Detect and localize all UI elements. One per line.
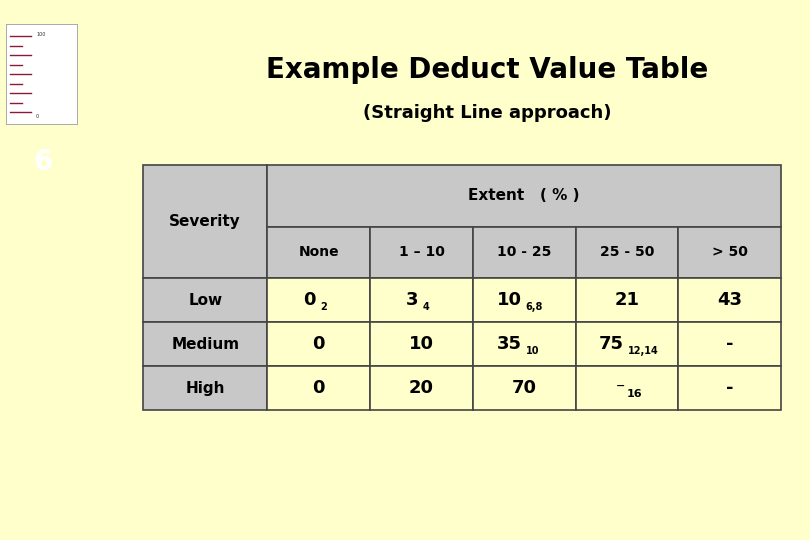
Bar [370,322,473,366]
Text: 10: 10 [409,335,434,353]
Text: 10: 10 [526,346,539,356]
Text: 12,14: 12,14 [629,346,659,356]
Bar [267,227,370,278]
Bar [473,322,576,366]
Bar [370,278,473,322]
Text: Example Deduct Value Table: Example Deduct Value Table [266,56,709,84]
Bar [678,227,781,278]
Bar [143,366,267,410]
Text: 16: 16 [627,389,642,399]
Text: 6: 6 [33,148,52,176]
Bar [473,366,576,410]
Text: 4: 4 [423,302,429,312]
Bar [370,366,473,410]
Text: Medium: Medium [171,337,239,352]
Text: 0: 0 [313,379,325,397]
Bar [576,366,678,410]
Bar [473,227,576,278]
Text: 10: 10 [497,291,522,309]
Text: 0: 0 [36,114,39,119]
Bar [267,278,370,322]
Bar [576,227,678,278]
Bar [678,366,781,410]
Bar [370,227,473,278]
Bar [267,366,370,410]
Text: −: − [616,381,625,390]
Text: 25 - 50: 25 - 50 [599,246,654,259]
Text: None: None [299,246,339,259]
Text: Extent   ( % ): Extent ( % ) [468,188,580,203]
Bar [473,278,576,322]
Text: 1 – 10: 1 – 10 [399,246,445,259]
Text: 6,8: 6,8 [526,302,543,312]
Bar [143,165,267,278]
Bar [576,322,678,366]
Bar [143,322,267,366]
Text: Low: Low [188,293,222,308]
Bar [143,278,267,322]
Text: > 50: > 50 [712,246,748,259]
Text: 20: 20 [409,379,434,397]
Text: 0: 0 [304,291,316,309]
Bar [267,322,370,366]
Text: 21: 21 [615,291,639,309]
Text: 3: 3 [407,291,419,309]
Text: -: - [726,335,733,353]
Text: -: - [726,379,733,397]
Text: 2: 2 [320,302,327,312]
Text: 100: 100 [36,32,45,37]
Text: 70: 70 [512,379,537,397]
Bar [678,322,781,366]
Bar [678,278,781,322]
Text: 10 - 25: 10 - 25 [497,246,552,259]
Bar [576,278,678,322]
Text: 43: 43 [717,291,742,309]
Text: 75: 75 [599,335,625,353]
Text: 0: 0 [313,335,325,353]
Bar [267,165,781,227]
Text: High: High [185,381,225,396]
Text: Severity: Severity [169,214,241,229]
Text: 35: 35 [497,335,522,353]
Text: (Straight Line approach): (Straight Line approach) [363,104,612,123]
